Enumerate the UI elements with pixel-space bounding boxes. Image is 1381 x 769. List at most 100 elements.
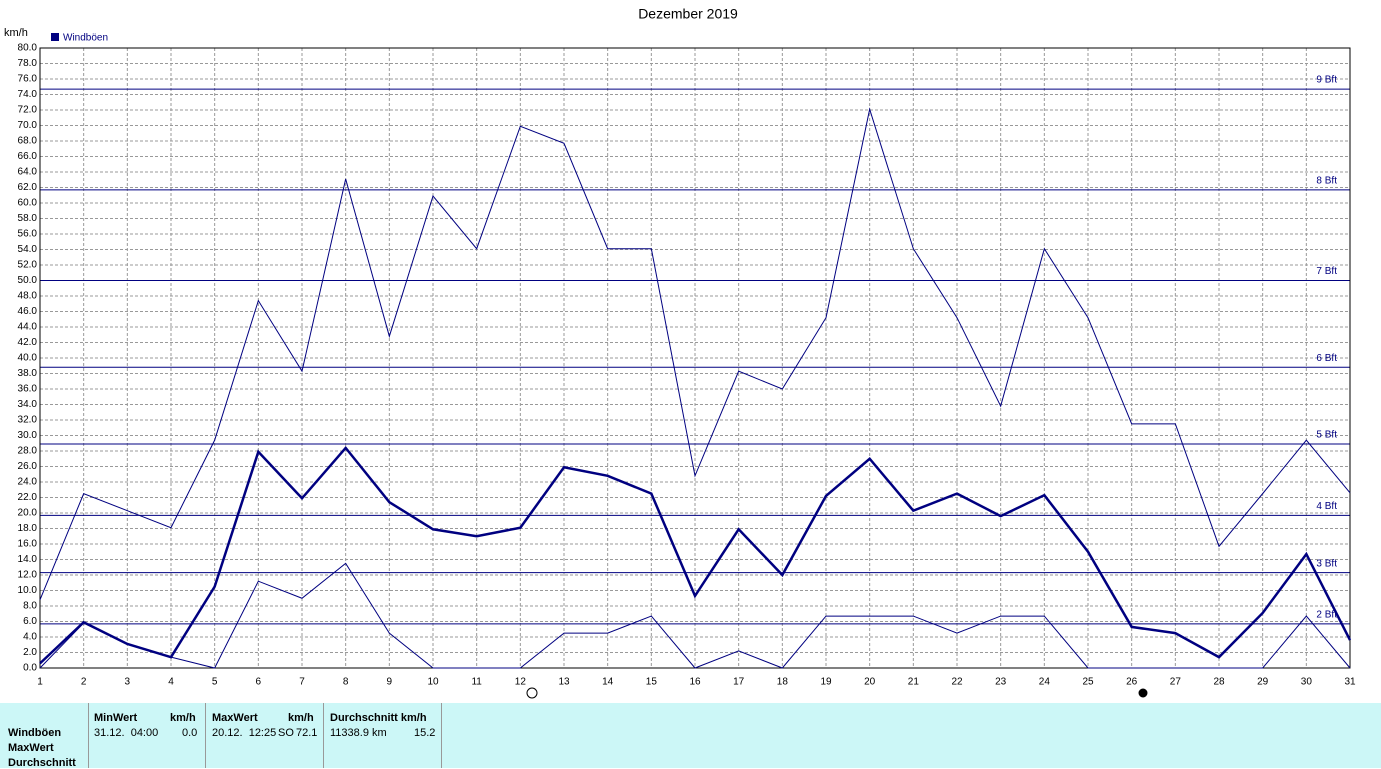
- reference-label: 5 Bft: [1316, 430, 1337, 441]
- x-tick-label: 31: [1344, 677, 1356, 688]
- reference-label: 8 Bft: [1316, 175, 1337, 186]
- legend-label: Windböen: [63, 33, 108, 44]
- data-line: [39, 562, 1351, 669]
- x-tick-label: 10: [427, 677, 439, 688]
- data-line: [39, 107, 1351, 600]
- y-tick-label: 24.0: [18, 477, 38, 488]
- y-tick-label: 38.0: [18, 368, 38, 379]
- y-tick-label: 72.0: [18, 105, 38, 116]
- x-tick-label: 14: [602, 677, 614, 688]
- x-tick-label: 15: [646, 677, 658, 688]
- x-tick-label: 22: [951, 677, 963, 688]
- y-tick-label: 32.0: [18, 415, 38, 426]
- x-tick-label: 9: [387, 677, 393, 688]
- y-tick-label: 70.0: [18, 120, 38, 131]
- y-tick-label: 22.0: [18, 492, 38, 503]
- y-tick-label: 34.0: [18, 399, 38, 410]
- y-tick-label: 2.0: [23, 647, 37, 658]
- y-tick-label: 68.0: [18, 136, 38, 147]
- y-tick-label: 64.0: [18, 167, 38, 178]
- stats-panel: MinWert km/h MaxWert km/h Durchschnitt k…: [0, 703, 1381, 769]
- y-tick-label: 58.0: [18, 213, 38, 224]
- header: km/h: [288, 712, 314, 724]
- header: Durchschnitt km/h: [330, 712, 427, 724]
- chart: Dezember 2019 km/h 0.02.04.06.08.010.012…: [4, 6, 1356, 699]
- full-moon-icon: [526, 687, 538, 699]
- x-tick-label: 18: [777, 677, 789, 688]
- x-tick-label: 16: [689, 677, 701, 688]
- reference-label: 7 Bft: [1316, 266, 1337, 277]
- y-axis-label: km/h: [4, 27, 28, 39]
- x-tick-label: 28: [1213, 677, 1225, 688]
- x-tick-label: 21: [908, 677, 920, 688]
- x-tick-label: 12: [515, 677, 527, 688]
- y-tick-label: 44.0: [18, 322, 38, 333]
- row-label: Windböen: [8, 727, 62, 739]
- y-tick-label: 66.0: [18, 151, 38, 162]
- y-tick-label: 0.0: [23, 663, 37, 674]
- y-tick-label: 18.0: [18, 523, 38, 534]
- reference-label: 2 Bft: [1316, 609, 1337, 620]
- reference-label: 3 Bft: [1316, 558, 1337, 569]
- y-tick-label: 30.0: [18, 430, 38, 441]
- x-tick-label: 23: [995, 677, 1007, 688]
- cell: 31.12. 04:00: [94, 727, 159, 739]
- y-tick-label: 16.0: [18, 539, 38, 550]
- row-label: Durchschnitt: [8, 757, 76, 769]
- reference-label: 9 Bft: [1316, 75, 1337, 86]
- header: MaxWert: [212, 712, 258, 724]
- y-tick-label: 50.0: [18, 275, 38, 286]
- y-tick-label: 26.0: [18, 461, 38, 472]
- x-tick-label: 5: [212, 677, 218, 688]
- x-tick-label: 30: [1301, 677, 1313, 688]
- x-tick-label: 13: [558, 677, 570, 688]
- y-tick-label: 52.0: [18, 260, 38, 271]
- cell: SO: [278, 727, 294, 739]
- cell: 15.2: [414, 727, 436, 739]
- y-tick-label: 6.0: [23, 616, 37, 627]
- x-tick-label: 11: [471, 677, 482, 688]
- x-tick-label: 7: [299, 677, 305, 688]
- row-label: MaxWert: [8, 742, 54, 754]
- x-tick-label: 4: [168, 677, 174, 688]
- y-tick-label: 80.0: [18, 43, 38, 54]
- x-tick-label: 2: [81, 677, 87, 688]
- y-tick-label: 76.0: [18, 74, 38, 85]
- header: km/h: [170, 712, 196, 724]
- x-tick-label: 24: [1039, 677, 1051, 688]
- y-tick-label: 78.0: [18, 58, 38, 69]
- y-tick-label: 60.0: [18, 198, 38, 209]
- y-tick-label: 36.0: [18, 384, 38, 395]
- y-tick-label: 20.0: [18, 508, 38, 519]
- y-tick-label: 40.0: [18, 353, 38, 364]
- reference-label: 6 Bft: [1316, 353, 1337, 364]
- x-tick-label: 8: [343, 677, 349, 688]
- x-tick-label: 25: [1082, 677, 1094, 688]
- x-tick-label: 3: [125, 677, 131, 688]
- x-tick-label: 19: [820, 677, 832, 688]
- y-tick-label: 48.0: [18, 291, 38, 302]
- x-tick-label: 27: [1170, 677, 1182, 688]
- x-tick-label: 17: [733, 677, 745, 688]
- chart-title: Dezember 2019: [638, 6, 738, 22]
- y-tick-label: 62.0: [18, 182, 38, 193]
- y-tick-label: 56.0: [18, 229, 38, 240]
- cell: 0.0: [182, 727, 198, 739]
- new-moon-icon: [1138, 688, 1148, 698]
- cell: 11338.9 km: [330, 727, 387, 739]
- y-tick-label: 42.0: [18, 337, 38, 348]
- cell: 72.1: [296, 727, 318, 739]
- x-tick-label: 26: [1126, 677, 1138, 688]
- cell: 20.12. 12:25: [212, 727, 277, 739]
- y-tick-label: 46.0: [18, 306, 38, 317]
- data-line: [39, 445, 1352, 665]
- y-tick-label: 74.0: [18, 89, 38, 100]
- x-tick-label: 20: [864, 677, 876, 688]
- y-tick-label: 12.0: [18, 570, 38, 581]
- y-tick-label: 8.0: [23, 601, 37, 612]
- y-tick-label: 10.0: [18, 585, 38, 596]
- header: MinWert: [94, 712, 138, 724]
- y-tick-label: 14.0: [18, 554, 38, 565]
- legend-swatch: [51, 33, 59, 41]
